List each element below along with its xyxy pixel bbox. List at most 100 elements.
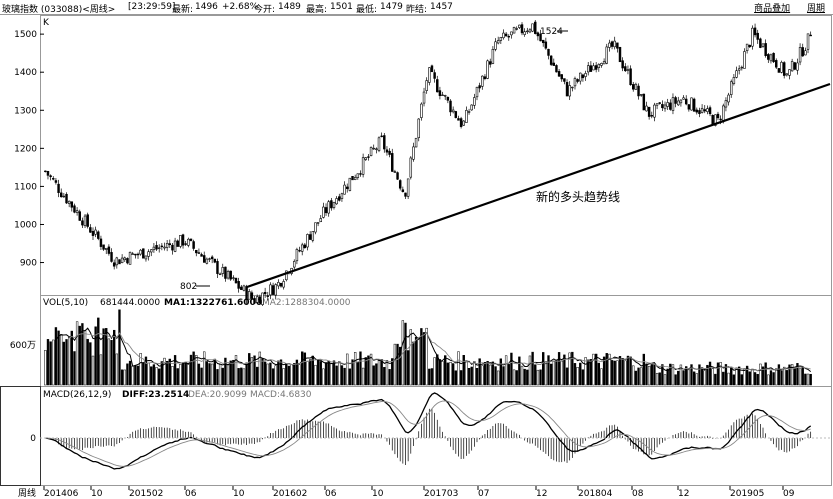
volume-bar	[67, 337, 71, 386]
candle-body	[809, 34, 812, 37]
candle-body	[205, 258, 209, 264]
latest-label: 最新:	[172, 5, 194, 15]
volume-bar	[449, 362, 452, 386]
candle-body	[131, 253, 134, 255]
candle-body	[409, 157, 413, 178]
volume-bar	[253, 355, 256, 386]
volume-bar	[751, 368, 754, 386]
candle-body	[650, 115, 654, 117]
volume-bar	[671, 364, 675, 386]
chart-area[interactable]: K VOL(5,10) 681444.0000 MA1:1322761.6000…	[0, 15, 833, 499]
candle-body	[703, 109, 706, 112]
volume-bar	[446, 362, 450, 386]
volume-bar	[94, 326, 97, 386]
volume-bar	[205, 361, 209, 386]
candle-body	[531, 23, 534, 32]
candle-body	[671, 97, 675, 111]
volume-bar	[136, 365, 140, 386]
x-axis-unit-label: 周线	[18, 487, 36, 499]
candle-body	[398, 180, 402, 189]
volume-bar	[218, 364, 222, 386]
candle-body	[388, 150, 391, 155]
candle-body	[761, 43, 765, 47]
macd-diff-label: DIFF:23.2514	[122, 390, 189, 400]
volume-bar	[790, 364, 794, 386]
volume-bar	[451, 363, 455, 386]
volume-bar	[798, 368, 802, 386]
x-axis-tick-label: 10	[372, 489, 384, 499]
candle-body	[195, 249, 198, 254]
volume-bar	[163, 357, 166, 386]
volume-bar	[332, 360, 336, 386]
open-label: 今开:	[254, 5, 276, 15]
candle-body	[240, 286, 243, 290]
volume-bar	[677, 370, 680, 386]
volume-bar	[301, 351, 304, 386]
volume-bar	[118, 309, 121, 386]
volume-bar	[189, 354, 193, 386]
overlay-button[interactable]: 商品叠加	[754, 4, 791, 14]
volume-bar	[110, 340, 113, 386]
volume-bar	[552, 361, 555, 386]
candle-body	[306, 234, 309, 248]
volume-bar	[584, 357, 587, 386]
volume-bar	[322, 368, 325, 386]
volume-bar	[579, 362, 582, 386]
macd-diff-line	[45, 392, 812, 470]
candle-body	[526, 30, 529, 33]
candle-body	[759, 38, 762, 48]
volume-bar	[502, 366, 505, 386]
candle-body	[775, 60, 778, 68]
volume-bar	[224, 357, 227, 386]
volume-bar	[610, 360, 614, 386]
volume-bar	[518, 356, 521, 386]
candle-body	[218, 273, 222, 276]
volume-bar	[340, 365, 344, 386]
volume-bar	[775, 368, 778, 386]
candle-body	[226, 271, 230, 279]
volume-bar	[46, 339, 50, 386]
candle-body	[443, 95, 447, 97]
volume-bar	[454, 370, 457, 386]
candle-body	[420, 103, 423, 118]
volume-bar	[571, 351, 574, 386]
volume-bar	[602, 356, 606, 386]
candle-body	[706, 108, 709, 112]
candle-body	[523, 31, 526, 35]
volume-bar	[462, 355, 465, 386]
side-box	[0, 386, 41, 486]
volume-bar	[269, 362, 272, 386]
volume-bar	[777, 364, 781, 386]
volume-bar	[536, 369, 540, 386]
volume-bar	[248, 353, 251, 386]
candle-body	[504, 33, 508, 37]
candle-body	[338, 196, 341, 201]
candle-body	[200, 254, 203, 257]
candle-body	[216, 261, 219, 274]
volume-bar	[266, 363, 269, 386]
volume-bar	[306, 360, 309, 386]
candle-body	[330, 200, 333, 209]
x-axis: 周线 201406 10 201502 06 10 201602 06 10 201703 07 12…	[18, 486, 795, 499]
volume-bar	[494, 366, 497, 386]
candle-body	[311, 231, 315, 241]
candle-body	[157, 247, 161, 249]
macd-panel-label: MACD(26,12,9)	[43, 390, 111, 400]
candle-body	[655, 103, 659, 106]
candle-body	[801, 47, 804, 57]
candle-body	[589, 65, 593, 72]
candle-body	[123, 257, 126, 261]
candle-body	[753, 27, 757, 36]
candle-body	[579, 72, 582, 82]
candle-body	[512, 26, 516, 34]
period-button[interactable]: 周期	[806, 4, 825, 14]
candle-body	[126, 258, 129, 264]
candle-body	[798, 47, 802, 63]
candle-body	[179, 235, 182, 247]
candle-body	[499, 37, 503, 41]
candle-body	[279, 282, 283, 287]
volume-bar	[158, 368, 161, 386]
volume-bar	[470, 366, 473, 386]
volume-bar	[780, 370, 783, 386]
volume-bar	[613, 360, 616, 386]
